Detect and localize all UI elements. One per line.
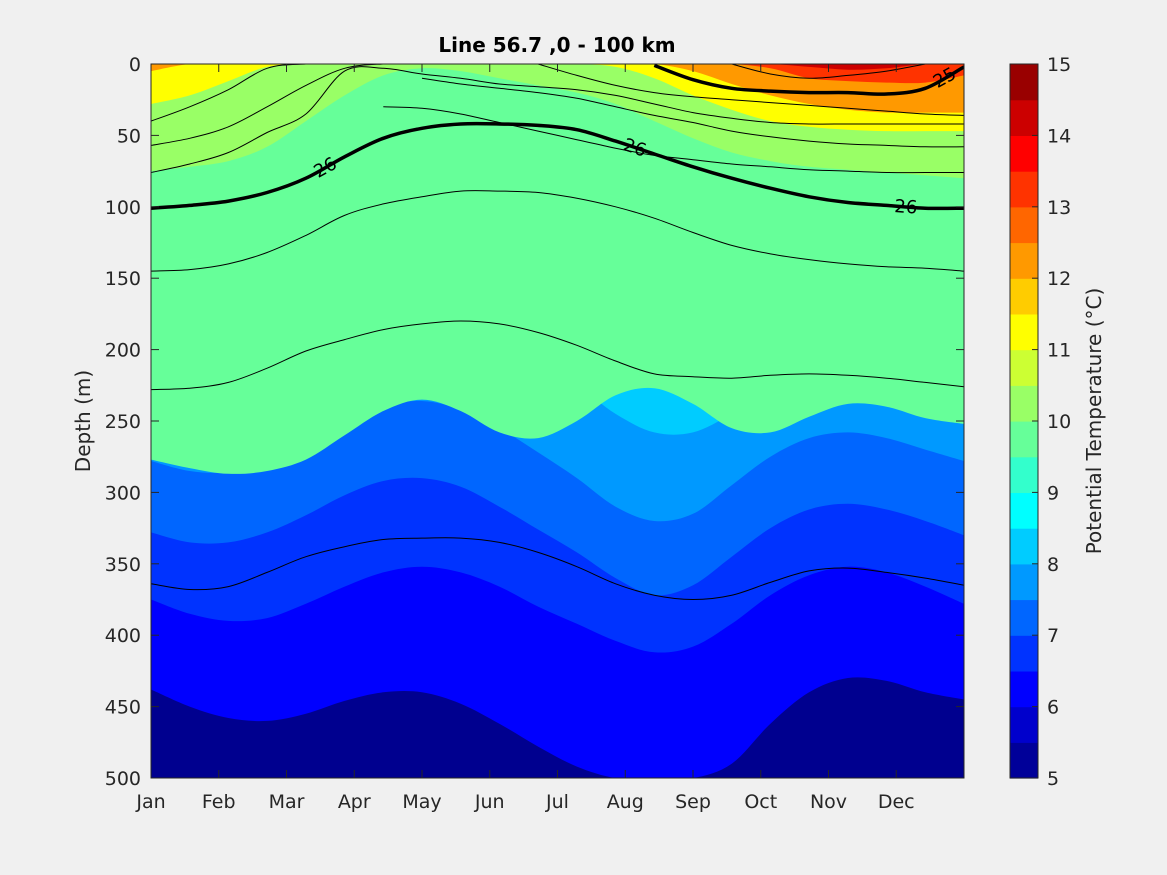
y-tick-label: 100 xyxy=(105,197,141,219)
colorbar-swatch xyxy=(1010,313,1038,351)
density-contour-line xyxy=(151,190,964,272)
colorbar: 5 6 7 8 9 10 11 12 13 14 15 xyxy=(1009,54,1071,790)
colorbar-swatch xyxy=(1010,599,1038,636)
colorbar-swatch xyxy=(1010,99,1038,136)
colorbar-tick-label: 13 xyxy=(1047,197,1071,219)
colorbar-swatch xyxy=(1010,563,1038,601)
colorbar-tick-label: 6 xyxy=(1047,697,1059,719)
density-contour-line xyxy=(537,64,964,116)
colorbar-tick-label: 11 xyxy=(1047,340,1071,362)
colorbar-swatch xyxy=(1010,385,1038,422)
y-tick-label: 150 xyxy=(105,268,141,290)
x-tick-label: May xyxy=(402,791,441,813)
contour-label: 26 xyxy=(894,196,918,219)
contour-label-text: 26 xyxy=(894,196,918,219)
colorbar-label: Potential Temperature (°C) xyxy=(1082,288,1106,555)
y-tick-label: 450 xyxy=(105,697,141,719)
colorbar-tick-label: 5 xyxy=(1047,768,1059,790)
y-tick-label: 0 xyxy=(129,54,141,76)
x-tick-label: Jan xyxy=(135,791,165,813)
colorbar-swatch xyxy=(1010,278,1038,315)
colorbar-swatch xyxy=(1010,742,1038,779)
y-tick-label: 500 xyxy=(105,768,141,790)
colorbar-tick-label: 14 xyxy=(1047,125,1071,147)
colorbar-tick-label: 9 xyxy=(1047,482,1059,504)
temperature-layer xyxy=(151,64,964,70)
x-tick-label: Nov xyxy=(810,791,847,813)
x-tick-label: Oct xyxy=(744,791,777,813)
colorbar-tick-label: 7 xyxy=(1047,625,1059,647)
density-contours xyxy=(151,64,964,601)
y-tick-label: 400 xyxy=(105,625,141,647)
colorbar-swatch xyxy=(1010,492,1038,529)
x-tick-label: Apr xyxy=(338,791,371,813)
y-tick-label: 350 xyxy=(105,554,141,576)
x-tick-label: Mar xyxy=(269,791,305,813)
colorbar-swatch xyxy=(1010,349,1038,386)
density-contour-line xyxy=(151,64,964,146)
y-tick-label: 50 xyxy=(117,125,141,147)
density-contour-line xyxy=(151,537,964,601)
colorbar-swatch xyxy=(1010,528,1038,565)
x-tick-label: Sep xyxy=(675,791,711,813)
y-axis-label: Depth (m) xyxy=(71,370,95,472)
x-tick-label: Jul xyxy=(545,791,569,813)
density-contour-line xyxy=(151,121,964,211)
colorbar-swatch xyxy=(1010,421,1038,458)
colorbar-tick-label: 10 xyxy=(1047,411,1071,433)
x-tick-label: Feb xyxy=(202,791,236,813)
colorbar-swatch xyxy=(1010,635,1038,672)
temperature-fill-layers xyxy=(151,64,964,778)
density-contour-line xyxy=(383,106,964,174)
density-contour-line xyxy=(151,320,964,391)
temperature-layer xyxy=(151,64,964,113)
x-tick-label: Dec xyxy=(878,791,915,813)
colorbar-swatch xyxy=(1010,706,1038,743)
x-axis: Jan Feb Mar Apr May Jun Jul Aug Sep Oct Nov Dec xyxy=(135,64,915,813)
colorbar-swatch xyxy=(1010,64,1038,101)
colorbar-tick-label: 8 xyxy=(1047,554,1059,576)
x-tick-label: Jun xyxy=(474,791,505,813)
colorbar-swatch xyxy=(1010,456,1038,493)
colorbar-swatch xyxy=(1010,242,1038,279)
density-contour-line xyxy=(731,64,926,79)
density-contour-line xyxy=(151,66,964,173)
y-tick-label: 300 xyxy=(105,482,141,504)
y-tick-label: 250 xyxy=(105,411,141,433)
y-axis: 0 50 100 150 200 250 300 350 400 450 500 xyxy=(105,54,964,790)
colorbar-swatch xyxy=(1010,670,1038,708)
colorbar-swatch xyxy=(1010,206,1038,244)
colorbar-tick-label: 15 xyxy=(1047,54,1071,76)
density-contour-line xyxy=(653,64,964,96)
colorbar-swatch xyxy=(1010,171,1038,208)
density-contour-line xyxy=(421,77,964,148)
colorbar-tick-label: 12 xyxy=(1047,268,1071,290)
y-tick-label: 200 xyxy=(105,340,141,362)
chart-title: Line 56.7 ,0 - 100 km xyxy=(438,33,675,57)
x-tick-label: Aug xyxy=(607,791,644,813)
colorbar-swatch xyxy=(1010,135,1038,172)
